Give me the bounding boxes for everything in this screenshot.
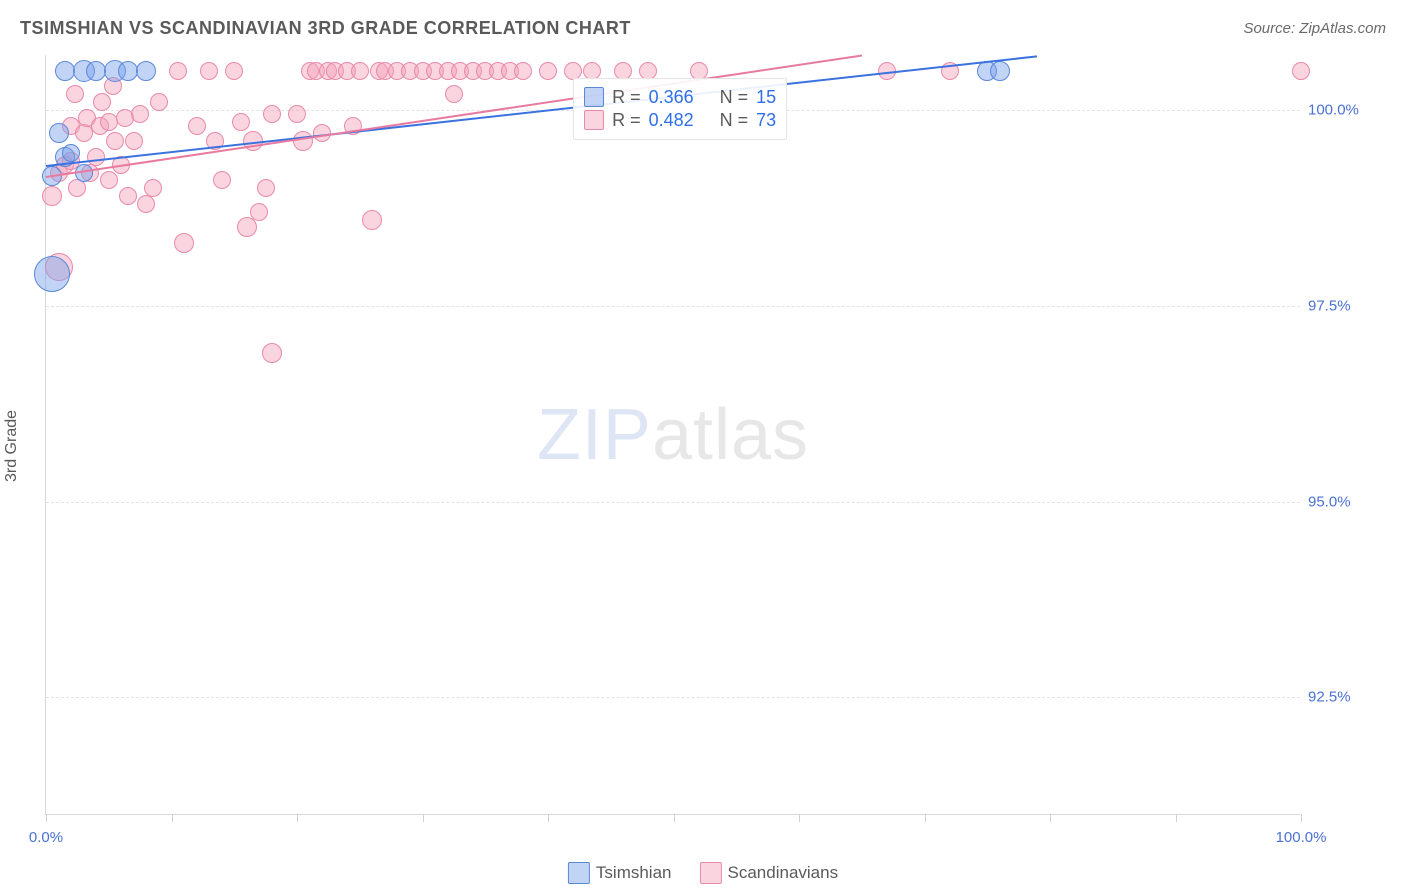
stats-row: R = 0.482 N = 73 <box>584 110 776 131</box>
gridline <box>46 697 1300 698</box>
y-tick-label: 95.0% <box>1308 493 1388 510</box>
scatter-point-b <box>100 171 118 189</box>
swatch-icon <box>584 87 604 107</box>
scatter-point-b <box>362 210 382 230</box>
x-tick <box>548 814 549 822</box>
x-tick-label: 100.0% <box>1276 829 1327 846</box>
scatter-point-b <box>232 113 250 131</box>
x-tick <box>1050 814 1051 822</box>
legend: Tsimshian Scandinavians <box>568 862 838 884</box>
stat-n-label: N = <box>720 87 749 108</box>
watermark-part2: atlas <box>652 395 809 475</box>
x-tick <box>1301 814 1302 822</box>
scatter-point-b <box>150 93 168 111</box>
gridline <box>46 502 1300 503</box>
scatter-point-b <box>293 131 313 151</box>
legend-label: Scandinavians <box>728 863 839 883</box>
y-tick-label: 92.5% <box>1308 689 1388 706</box>
scatter-point-b <box>237 217 257 237</box>
legend-item: Tsimshian <box>568 862 672 884</box>
scatter-point-b <box>614 62 632 80</box>
scatter-point-b <box>93 93 111 111</box>
scatter-point-b <box>68 179 86 197</box>
swatch-icon <box>584 110 604 130</box>
gridline <box>46 306 1300 307</box>
scatter-point-b <box>257 179 275 197</box>
x-tick <box>799 814 800 822</box>
y-tick-label: 100.0% <box>1308 101 1388 118</box>
chart-title: TSIMSHIAN VS SCANDINAVIAN 3RD GRADE CORR… <box>20 18 631 39</box>
x-tick-label: 0.0% <box>29 829 63 846</box>
scatter-point-b <box>250 203 268 221</box>
scatter-point-a <box>34 256 70 292</box>
watermark-part1: ZIP <box>537 395 652 475</box>
x-tick <box>172 814 173 822</box>
scatter-point-b <box>262 343 282 363</box>
scatter-point-b <box>125 132 143 150</box>
scatter-point-b <box>514 62 532 80</box>
scatter-point-b <box>351 62 369 80</box>
y-axis-label: 3rd Grade <box>3 410 21 482</box>
scatter-point-b <box>174 233 194 253</box>
x-tick <box>46 814 47 822</box>
scatter-point-b <box>66 85 84 103</box>
scatter-point-b <box>583 62 601 80</box>
stat-n-value: 15 <box>756 87 776 108</box>
scatter-point-b <box>564 62 582 80</box>
scatter-point-b <box>75 124 93 142</box>
scatter-point-b <box>131 105 149 123</box>
scatter-point-b <box>42 186 62 206</box>
stat-n-label: N = <box>720 110 749 131</box>
scatter-point-b <box>87 148 105 166</box>
stat-r-value: 0.366 <box>649 87 694 108</box>
legend-label: Tsimshian <box>596 863 672 883</box>
stat-r-value: 0.482 <box>649 110 694 131</box>
scatter-point-b <box>100 113 118 131</box>
source-label: Source: ZipAtlas.com <box>1243 20 1386 37</box>
scatter-point-b <box>225 62 243 80</box>
scatter-point-b <box>169 62 187 80</box>
legend-item: Scandinavians <box>700 862 839 884</box>
swatch-icon <box>568 862 590 884</box>
scatter-point-b <box>1292 62 1310 80</box>
scatter-point-a <box>136 61 156 81</box>
scatter-point-a <box>990 61 1010 81</box>
chart-plot-area: ZIPatlas 100.0%97.5%95.0%92.5%0.0%100.0%… <box>45 55 1300 815</box>
stat-n-value: 73 <box>756 110 776 131</box>
x-tick <box>297 814 298 822</box>
scatter-point-b <box>263 105 281 123</box>
scatter-point-b <box>188 117 206 135</box>
scatter-point-a <box>49 123 69 143</box>
scatter-point-b <box>539 62 557 80</box>
scatter-point-b <box>213 171 231 189</box>
scatter-point-b <box>119 187 137 205</box>
watermark: ZIPatlas <box>537 394 809 476</box>
swatch-icon <box>700 862 722 884</box>
scatter-point-a <box>118 61 138 81</box>
scatter-point-a <box>62 144 80 162</box>
scatter-point-b <box>200 62 218 80</box>
correlation-stats-box: R = 0.366 N = 15 R = 0.482 N = 73 <box>573 78 787 140</box>
x-tick <box>1176 814 1177 822</box>
scatter-point-b <box>106 132 124 150</box>
stat-r-label: R = <box>612 87 641 108</box>
y-tick-label: 97.5% <box>1308 297 1388 314</box>
x-tick <box>423 814 424 822</box>
scatter-point-b <box>288 105 306 123</box>
scatter-point-b <box>639 62 657 80</box>
scatter-point-b <box>137 195 155 213</box>
stat-r-label: R = <box>612 110 641 131</box>
stats-row: R = 0.366 N = 15 <box>584 87 776 108</box>
x-tick <box>674 814 675 822</box>
x-tick <box>925 814 926 822</box>
scatter-point-b <box>445 85 463 103</box>
